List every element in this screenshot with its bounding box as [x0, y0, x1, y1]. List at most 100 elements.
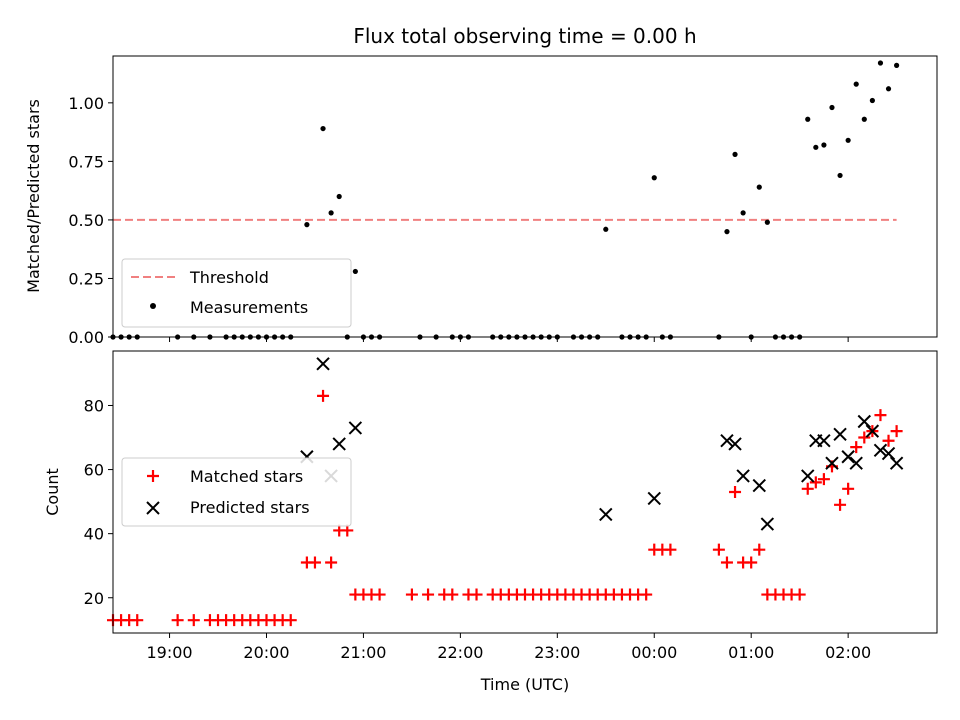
measurement-point [328, 210, 334, 216]
predicted-star-point [760, 517, 775, 531]
matched-star-point [284, 614, 297, 627]
predicted-star-point [889, 456, 904, 470]
measurement-point [805, 116, 811, 122]
matched-star-point [308, 556, 321, 569]
matched-star-point [446, 588, 459, 601]
bottom-plot-frame [112, 350, 938, 634]
measurement-point [740, 210, 746, 216]
measurement-point [603, 226, 609, 232]
y-tick-label: 80 [84, 396, 104, 415]
predicted-legend-label: Predicted stars [190, 498, 310, 517]
matched-star-point [809, 476, 822, 489]
measurement-point [732, 151, 738, 157]
x-tick-label: 19:00 [146, 643, 192, 662]
x-tick-label: 02:00 [825, 643, 871, 662]
predicted-star-point [865, 424, 880, 438]
x-tick-label: 01:00 [728, 643, 774, 662]
measurement-point [877, 60, 884, 66]
top-x-ticks [169, 337, 849, 342]
matched-star-point [187, 614, 200, 627]
matched-star-point [373, 588, 386, 601]
matched-star-point [712, 543, 725, 556]
predicted-legend-swatch [146, 501, 160, 515]
top-plot-frame [112, 55, 938, 338]
y-tick-label: 1.00 [68, 94, 104, 113]
matched-legend-swatch [147, 470, 159, 482]
measurement-point [352, 268, 358, 275]
matched-star-point [793, 588, 806, 601]
matched-star-point [842, 482, 855, 495]
measurement-point [829, 104, 835, 111]
top-legend: Threshold Measurements [121, 258, 352, 328]
matched-star-point [753, 543, 766, 556]
measurement-point [320, 125, 326, 132]
bottom-legend-box [121, 457, 352, 527]
predicted-star-point [647, 491, 661, 506]
measurement-point [885, 86, 892, 92]
measurement-point [837, 172, 843, 179]
bottom-plot-marks [107, 357, 904, 627]
matched-star-point [171, 614, 184, 627]
x-tick-label: 22:00 [437, 643, 483, 662]
matched-star-point [640, 588, 653, 601]
matched-star-point [882, 434, 895, 447]
predicted-star-point [801, 469, 815, 483]
predicted-star-point [825, 456, 839, 470]
top-panel: 0.00 0.25 0.50 0.75 1.00 Matched/Predicted s… [24, 55, 938, 347]
predicted-star-point [332, 437, 346, 451]
matched-star-point [801, 482, 814, 495]
top-y-axis-label: Matched/Predicted stars [24, 99, 43, 293]
measurement-point [764, 219, 770, 225]
predicted-star-point [348, 421, 363, 435]
predicted-star-point [720, 434, 734, 448]
measurement-point [853, 81, 859, 87]
y-tick-label: 40 [84, 525, 104, 544]
predicted-star-point [881, 446, 896, 461]
bottom-y-ticks: 20 40 60 80 [84, 396, 113, 608]
y-tick-label: 0.00 [68, 328, 104, 347]
x-tick-label: 21:00 [340, 643, 386, 662]
predicted-star-point [752, 478, 766, 493]
measurement-point [845, 137, 851, 143]
y-tick-label: 60 [84, 461, 104, 480]
measurement-point [724, 229, 730, 235]
y-tick-label: 0.25 [68, 269, 104, 288]
matched-star-point [422, 588, 435, 601]
x-axis-label: Time (UTC) [480, 675, 569, 694]
predicted-star-point [599, 507, 613, 522]
matched-star-point [858, 431, 871, 444]
matched-star-point [874, 409, 887, 422]
matched-star-point [720, 556, 733, 569]
matched-star-point [664, 543, 677, 556]
top-y-ticks: 0.00 0.25 0.50 0.75 1.00 [68, 94, 113, 347]
bottom-x-ticks: 19:00 20:00 21:00 22:00 23:00 00:00 01:00 02:00 [146, 633, 871, 662]
y-tick-label: 0.75 [68, 152, 104, 171]
matched-star-point [470, 588, 483, 601]
x-tick-label: 20:00 [243, 643, 289, 662]
bottom-panel: 20 40 60 80 19:00 20:00 21:00 22:00 23:00 00:00 0… [43, 350, 938, 694]
matched-star-point [325, 556, 338, 569]
matched-star-point [745, 556, 758, 569]
matched-star-point [834, 498, 847, 511]
x-tick-label: 23:00 [534, 643, 580, 662]
x-tick-label: 00:00 [631, 643, 677, 662]
predicted-star-point [857, 414, 872, 429]
y-tick-label: 20 [84, 589, 104, 608]
bottom-legend: Matched stars Predicted stars [121, 457, 352, 527]
predicted-star-point [316, 357, 330, 371]
measurement-point [651, 175, 657, 181]
y-tick-label: 0.50 [68, 211, 104, 230]
measurement-point [756, 184, 762, 190]
measurement-point [813, 144, 819, 150]
matched-star-point [131, 614, 144, 627]
predicted-star-point [817, 434, 831, 448]
predicted-star-point [736, 469, 750, 483]
measurement-point [304, 222, 310, 228]
matched-star-point [890, 425, 903, 438]
bottom-y-axis-label: Count [43, 468, 62, 516]
matched-star-point [405, 588, 418, 601]
measurement-point [861, 116, 867, 122]
matched-star-point [729, 486, 742, 498]
measurement-point [894, 62, 900, 68]
